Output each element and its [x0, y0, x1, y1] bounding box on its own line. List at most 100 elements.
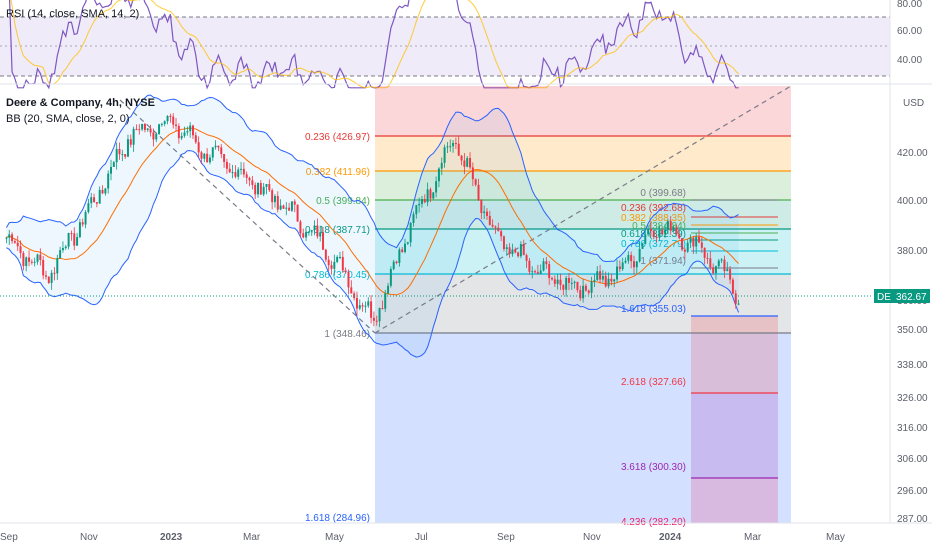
- candle-body: [401, 249, 404, 253]
- candle-body: [333, 261, 336, 269]
- candle-body: [30, 261, 33, 263]
- candle-body: [330, 265, 333, 269]
- candle-body: [644, 234, 647, 244]
- price-panel[interactable]: 0.236 (426.97) 0.382 (411.96) 0.5 (399.8…: [0, 85, 872, 528]
- candle-body: [152, 132, 155, 140]
- candle-body: [389, 269, 392, 286]
- rsi-legend[interactable]: RSI (14, close, SMA, 14, 2): [6, 8, 140, 20]
- candle-body: [254, 184, 257, 195]
- candle-body: [257, 182, 259, 195]
- candle-body: [358, 305, 361, 309]
- candle-body: [500, 231, 503, 237]
- candle-body: [681, 238, 684, 250]
- candle-body: [64, 246, 67, 249]
- fib2-zone-3618-4236: [691, 478, 778, 523]
- candle-body: [8, 234, 11, 238]
- candle-body: [223, 154, 226, 162]
- fib2-label-0-236: 0.236 (392.68): [621, 203, 686, 214]
- price-axis[interactable]: 80.00 60.00 40.00 USD 420.00 400.00 380.…: [874, 0, 930, 525]
- candle-body: [169, 115, 172, 117]
- candle-body: [73, 233, 76, 246]
- bollinger-basis: [6, 127, 739, 296]
- candle-body: [336, 256, 339, 262]
- bb-legend[interactable]: BB (20, SMA, close, 2, 0): [6, 113, 130, 125]
- time-axis[interactable]: Sep Nov 2023 Mar May Jul Sep Nov 2024 Ma…: [0, 522, 932, 543]
- fib1-label-0-618: 0.618 (387.71): [305, 225, 370, 236]
- candle-body: [101, 189, 104, 194]
- candle-body: [522, 244, 525, 256]
- candle-body: [107, 173, 110, 189]
- fib2-label-3-618: 3.618 (300.30): [621, 462, 686, 473]
- time-tick-mar-2023: Mar: [243, 532, 261, 543]
- candle-body: [124, 154, 127, 157]
- chart-title[interactable]: Deere & Company, 4h, NYSE: [6, 97, 155, 109]
- candle-body: [316, 225, 319, 237]
- fib2-zone-2618-3618: [691, 393, 778, 478]
- candle-body: [446, 146, 449, 148]
- candle-body: [539, 270, 542, 274]
- candle-body: [234, 172, 237, 177]
- time-tick-sep-2023: Sep: [497, 532, 515, 543]
- candle-body: [545, 261, 548, 265]
- price-tick-420: 420.00: [897, 148, 928, 159]
- candle-body: [440, 162, 443, 169]
- candle-body: [474, 179, 477, 185]
- candle-body: [726, 269, 729, 272]
- time-tick-mar-2024: Mar: [744, 532, 762, 543]
- candle-body: [454, 142, 457, 144]
- trend-line-down[interactable]: [119, 99, 376, 334]
- fib1-label-0-786: 0.786 (370.45): [305, 270, 370, 281]
- candle-body: [613, 279, 616, 282]
- candle-body: [149, 128, 152, 133]
- candle-body: [290, 201, 293, 211]
- bollinger-upper-band: [5, 94, 739, 262]
- candle-body: [511, 249, 514, 255]
- candle-body: [143, 123, 146, 130]
- candle-body: [155, 133, 158, 140]
- candle-body: [562, 284, 565, 290]
- rsi-tick-80: 80.00: [897, 0, 922, 10]
- candle-body: [163, 121, 166, 124]
- candle-body: [293, 201, 296, 205]
- candle-body: [19, 246, 22, 254]
- candle-body: [42, 260, 45, 276]
- candle-body: [647, 228, 650, 235]
- candle-body: [268, 184, 271, 191]
- candle-body: [624, 260, 627, 263]
- time-tick-jul-2023: Jul: [415, 532, 428, 543]
- candle-body: [166, 115, 169, 122]
- candle-body: [160, 123, 163, 125]
- candle-body: [528, 260, 531, 272]
- candle-body: [486, 211, 488, 216]
- candle-body: [206, 153, 209, 163]
- candle-body: [203, 153, 206, 159]
- candle-body: [302, 233, 305, 238]
- candle-body: [703, 247, 706, 258]
- candle-body: [78, 222, 81, 238]
- fib2-label-0-382: 0.382 (388.35): [621, 213, 686, 224]
- time-tick-nov-2023: Nov: [583, 532, 601, 543]
- candle-body: [678, 234, 681, 239]
- candle-body: [129, 139, 132, 145]
- rsi-tick-60: 60.00: [897, 26, 922, 37]
- rsi-panel[interactable]: [0, 0, 890, 90]
- candle-body: [367, 301, 370, 306]
- candle-body: [372, 317, 375, 321]
- fib1-label-0-5: 0.5 (399.84): [316, 196, 370, 207]
- candle-body: [734, 293, 737, 304]
- candle-body: [347, 271, 350, 288]
- symbol-tag-text: DE: [877, 292, 891, 303]
- price-tick-287: 287.00: [897, 514, 928, 525]
- fib1-label-0-236: 0.236 (426.97): [305, 132, 370, 143]
- candle-body: [706, 257, 709, 259]
- candle-body: [45, 275, 47, 277]
- time-tick-may-2023: May: [325, 532, 344, 543]
- candle-body: [132, 128, 135, 145]
- candle-body: [404, 243, 406, 253]
- candle-body: [698, 236, 700, 243]
- candle-body: [593, 279, 596, 282]
- fib2-label-1-618: 1.618 (355.03): [621, 304, 686, 315]
- time-tick-2023: 2023: [160, 532, 183, 543]
- candle-body: [466, 158, 469, 167]
